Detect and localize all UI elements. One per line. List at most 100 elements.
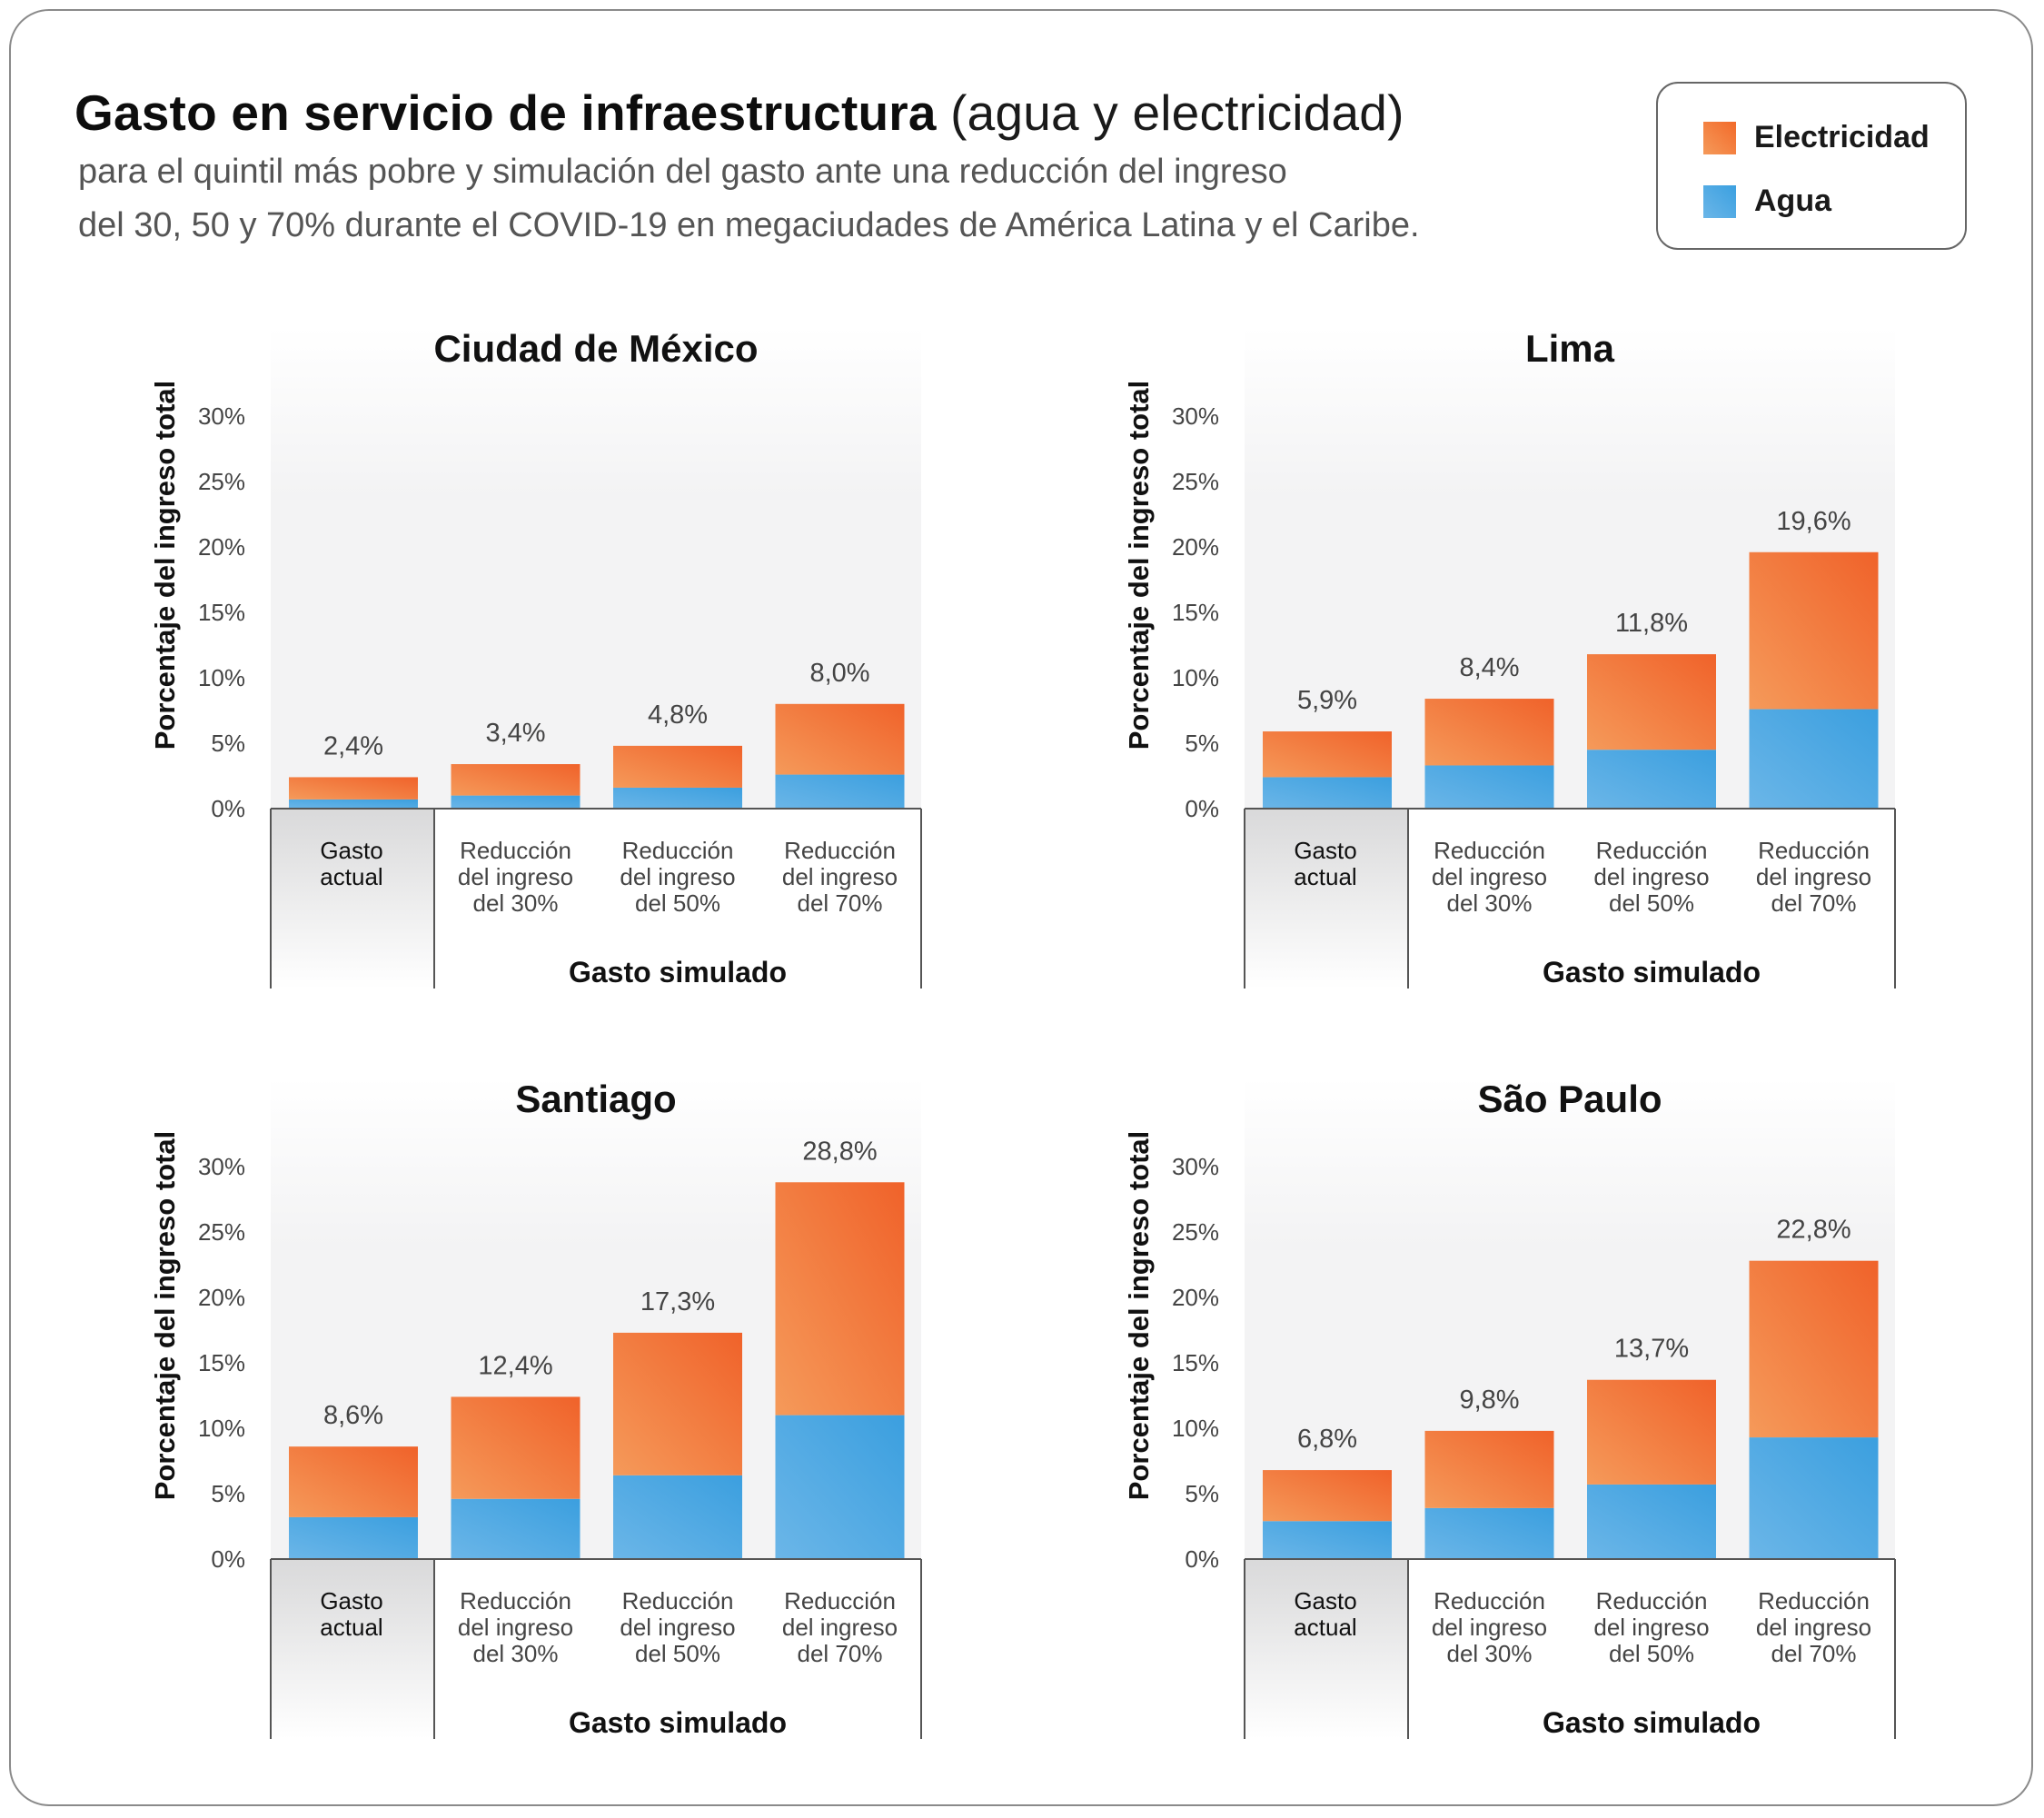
bar-agua bbox=[1587, 1484, 1716, 1559]
bar-electricidad bbox=[1587, 654, 1716, 750]
x-tick-label: Reducción del ingreso del 50% bbox=[620, 837, 735, 917]
legend-swatch-electricidad bbox=[1703, 121, 1736, 154]
x-tick-label: Reducción del ingreso del 50% bbox=[1593, 837, 1709, 917]
chart-santiago: Santiago Porcentaje del ingreso total 0% 5%… bbox=[149, 1078, 922, 1739]
bar-agua bbox=[451, 1498, 580, 1559]
y-tick-label: 25% bbox=[1172, 1218, 1219, 1246]
title-bold: Gasto en servicio de infraestructura bbox=[74, 84, 937, 141]
x-tick-label: Gasto actual bbox=[1294, 1587, 1356, 1641]
bar-agua bbox=[775, 1415, 905, 1559]
x-tick-label: Gasto actual bbox=[320, 837, 382, 890]
y-tick-label: 0% bbox=[211, 1545, 245, 1573]
data-label-total: 4,8% bbox=[648, 700, 708, 730]
y-tick-label: 5% bbox=[211, 730, 245, 757]
data-label-total: 8,0% bbox=[809, 659, 869, 688]
data-label-total: 11,8% bbox=[1615, 609, 1688, 638]
bar-electricidad bbox=[1424, 699, 1554, 766]
current-spend-column-bg bbox=[271, 809, 434, 988]
data-label-total: 17,3% bbox=[640, 1287, 715, 1316]
legend-label-agua: Agua bbox=[1754, 184, 1831, 218]
bar-electricidad bbox=[451, 1396, 580, 1499]
bar-electricidad bbox=[1263, 731, 1392, 778]
figure-title: Gasto en servicio de infraestructura (ag… bbox=[74, 84, 1404, 142]
chart-lima: Lima Porcentaje del ingreso total 0% 5% 10% 1… bbox=[1123, 327, 1896, 988]
bar-electricidad bbox=[1749, 551, 1879, 710]
y-tick-label: 20% bbox=[1172, 1284, 1219, 1311]
y-tick-label: 20% bbox=[1172, 533, 1219, 561]
data-label-total: 13,7% bbox=[1614, 1335, 1689, 1364]
bar-electricidad bbox=[289, 1446, 418, 1517]
chart-ciudad-de-mexico: Ciudad de México Porcentaje del ingreso t… bbox=[149, 327, 922, 988]
y-tick-label: 25% bbox=[1172, 468, 1219, 495]
y-tick-label: 20% bbox=[198, 533, 245, 561]
x-tick-label: Reducción del ingreso del 70% bbox=[1756, 837, 1871, 917]
y-tick-label: 5% bbox=[1185, 1480, 1219, 1507]
data-label-total: 6,8% bbox=[1297, 1425, 1357, 1454]
y-axis-label: Porcentaje del ingreso total bbox=[149, 381, 181, 750]
x-tick-label: Reducción del ingreso del 70% bbox=[782, 837, 898, 917]
bar-electricidad bbox=[1587, 1379, 1716, 1485]
bar-agua bbox=[1263, 777, 1392, 809]
bar-electricidad bbox=[775, 703, 905, 775]
y-tick-label: 30% bbox=[1172, 1153, 1219, 1180]
x-group-label: Gasto simulado bbox=[1543, 1706, 1761, 1739]
x-tick-label: Reducción del ingreso del 70% bbox=[1756, 1587, 1871, 1667]
legend-swatch-agua bbox=[1703, 184, 1736, 218]
bar-electricidad bbox=[775, 1182, 905, 1416]
legend-item-agua: Agua bbox=[1703, 184, 1831, 219]
y-tick-label: 10% bbox=[1172, 1415, 1219, 1442]
bar-electricidad bbox=[613, 745, 742, 788]
data-label-total: 3,4% bbox=[485, 719, 545, 748]
y-tick-label: 15% bbox=[1172, 599, 1219, 626]
x-tick-label: Reducción del ingreso del 50% bbox=[620, 1587, 735, 1667]
current-spend-column-bg bbox=[271, 1559, 434, 1739]
chart-title-lima: Lima bbox=[1525, 327, 1615, 370]
y-tick-label: 10% bbox=[1172, 664, 1219, 691]
data-label-total: 5,9% bbox=[1297, 686, 1357, 715]
x-tick-label: Reducción del ingreso del 30% bbox=[458, 1587, 573, 1667]
y-tick-label: 30% bbox=[198, 402, 245, 430]
subtitle-line-1: para el quintil más pobre y simulación d… bbox=[78, 153, 1287, 191]
x-tick-label: Reducción del ingreso del 30% bbox=[458, 837, 573, 917]
bar-agua bbox=[1749, 709, 1879, 809]
chart-title-sao-paulo: São Paulo bbox=[1477, 1078, 1662, 1120]
bar-agua bbox=[451, 795, 580, 809]
y-tick-label: 20% bbox=[198, 1284, 245, 1311]
x-group-label: Gasto simulado bbox=[569, 956, 787, 988]
bar-electricidad bbox=[1749, 1260, 1879, 1438]
data-label-total: 8,4% bbox=[1459, 653, 1519, 682]
data-label-total: 9,8% bbox=[1459, 1386, 1519, 1415]
x-group-label: Gasto simulado bbox=[1543, 956, 1761, 988]
data-label-total: 19,6% bbox=[1776, 507, 1851, 536]
title-light: (agua y electricidad) bbox=[950, 84, 1404, 141]
x-tick-label: Reducción del ingreso del 50% bbox=[1593, 1587, 1709, 1667]
y-tick-label: 15% bbox=[198, 1349, 245, 1376]
y-tick-label: 30% bbox=[198, 1153, 245, 1180]
y-tick-label: 0% bbox=[211, 795, 245, 822]
data-label-total: 28,8% bbox=[802, 1137, 877, 1166]
x-group-label: Gasto simulado bbox=[569, 1706, 787, 1739]
bar-electricidad bbox=[1424, 1430, 1554, 1508]
chart-sao-paulo: São Paulo Porcentaje del ingreso total 0% 5… bbox=[1123, 1078, 1896, 1739]
bar-agua bbox=[1424, 765, 1554, 809]
bar-electricidad bbox=[289, 777, 418, 800]
data-label-total: 12,4% bbox=[478, 1351, 552, 1380]
bar-agua bbox=[613, 787, 742, 809]
bar-electricidad bbox=[613, 1332, 742, 1475]
x-tick-label: Gasto actual bbox=[320, 1587, 382, 1641]
bar-agua bbox=[289, 799, 418, 809]
bar-agua bbox=[1424, 1507, 1554, 1559]
chart-title-ciudad-de-mexico: Ciudad de México bbox=[433, 327, 758, 370]
bar-agua bbox=[1587, 750, 1716, 809]
y-tick-label: 0% bbox=[1185, 1545, 1219, 1573]
data-label-total: 8,6% bbox=[323, 1401, 383, 1430]
y-tick-label: 30% bbox=[1172, 402, 1219, 430]
bar-agua bbox=[289, 1516, 418, 1559]
bar-electricidad bbox=[1263, 1470, 1392, 1522]
y-axis-label: Porcentaje del ingreso total bbox=[149, 1131, 181, 1501]
y-tick-label: 5% bbox=[1185, 730, 1219, 757]
bar-electricidad bbox=[451, 764, 580, 796]
y-axis-label: Porcentaje del ingreso total bbox=[1123, 381, 1155, 750]
y-tick-label: 0% bbox=[1185, 795, 1219, 822]
data-label-total: 22,8% bbox=[1776, 1216, 1851, 1245]
